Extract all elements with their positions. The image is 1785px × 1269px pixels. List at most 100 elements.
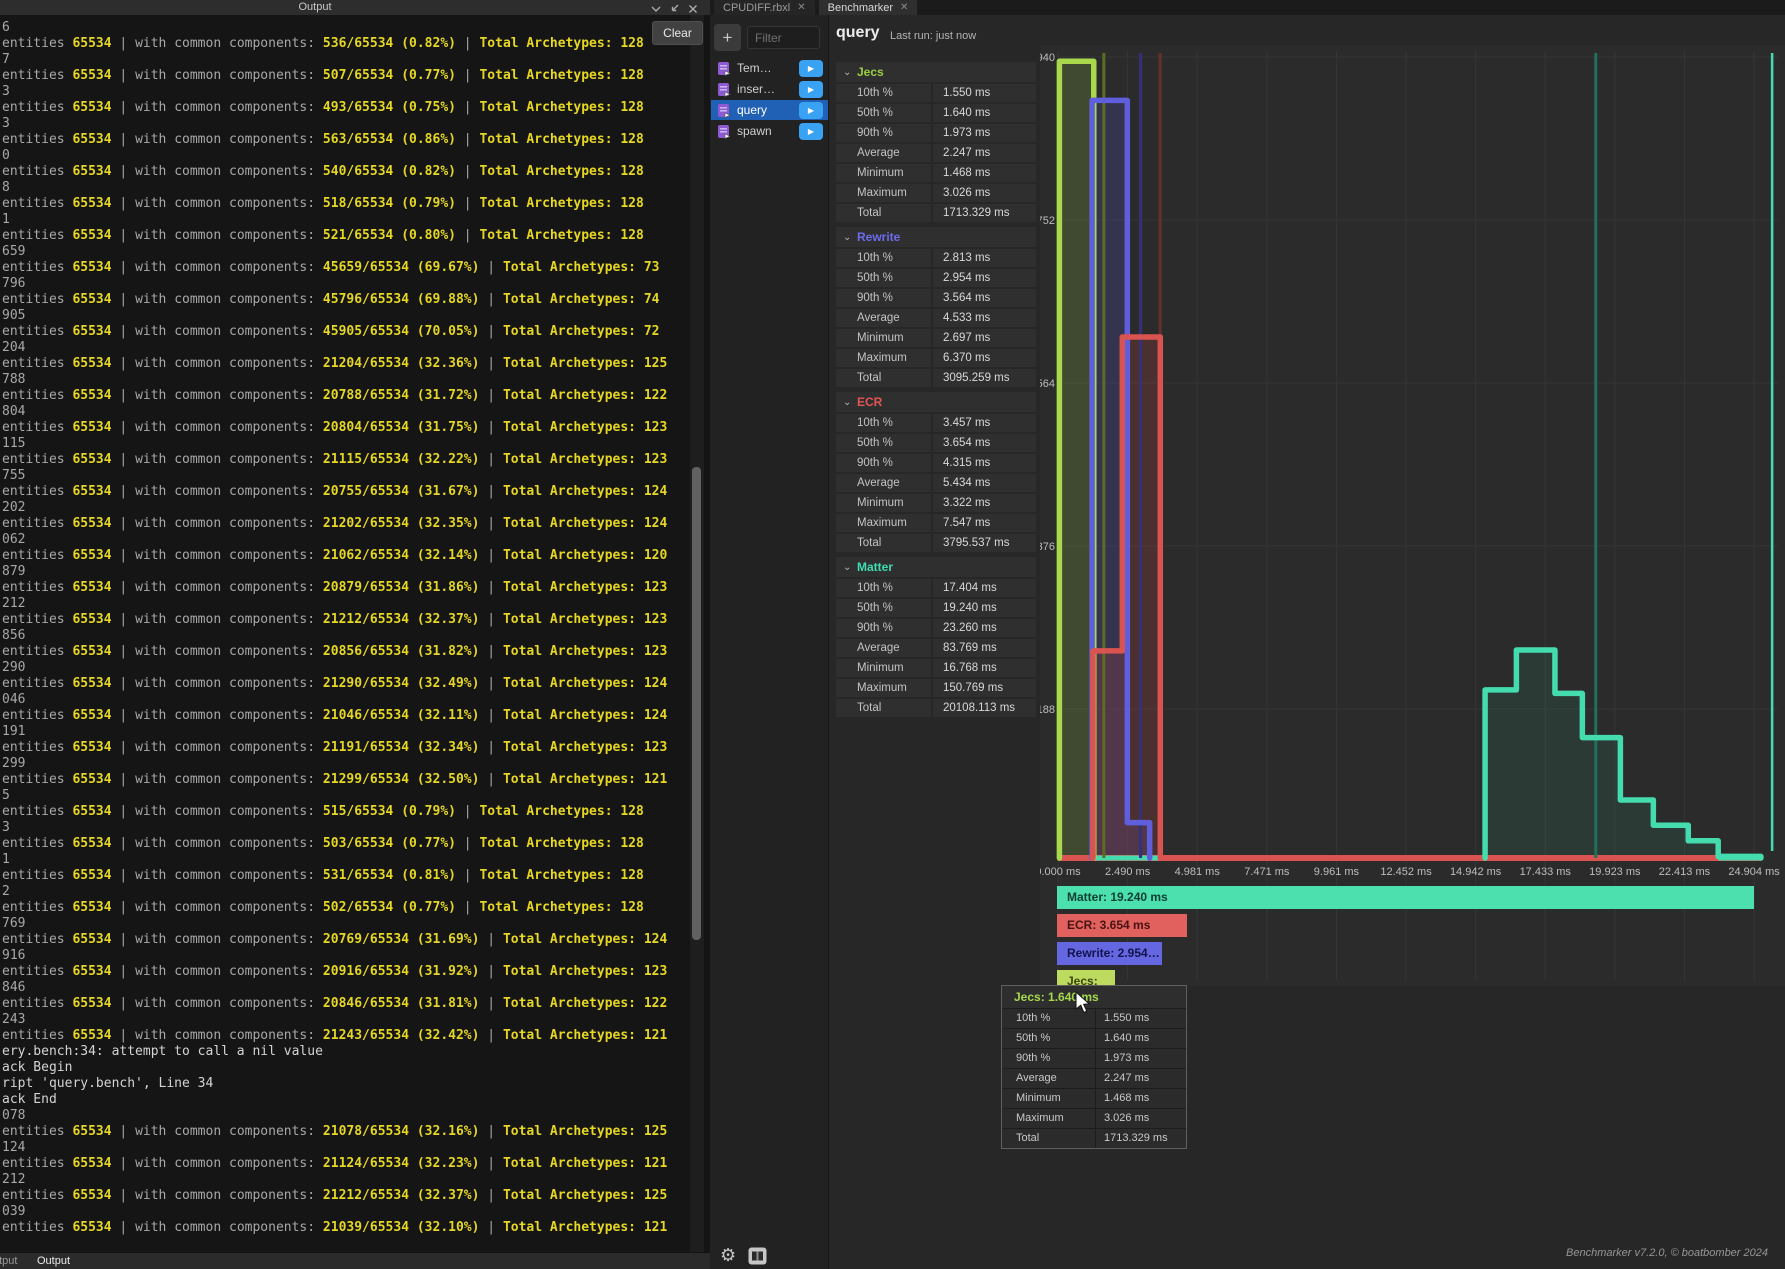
close-icon[interactable]: ✕	[900, 2, 909, 13]
script-icon	[717, 103, 731, 118]
output-scrollbar-thumb[interactable]	[692, 467, 701, 940]
stat-row: Minimum 16.768 ms	[836, 659, 1036, 677]
log-line: entities 65534 | with common components:…	[2, 228, 644, 243]
x-axis-label: 19.923 ms	[1589, 866, 1641, 878]
log-line: 769	[2, 916, 26, 931]
stat-label: 50th %	[836, 104, 931, 122]
stat-value: 2.954 ms	[933, 269, 1036, 287]
bench-item-tem[interactable]: Tem… ▶	[711, 58, 828, 78]
log-line: 3	[2, 820, 10, 835]
script-icon	[717, 61, 731, 76]
log-line: 124	[2, 1140, 26, 1155]
stats-section-name: Rewrite	[857, 230, 901, 244]
log-line: entities 65534 | with common components:…	[2, 676, 668, 691]
journal-icon[interactable]	[748, 1247, 767, 1269]
legend-bar-matter[interactable]: Matter: 19.240 ms	[1057, 886, 1754, 909]
log-line: entities 65534 | with common components:…	[2, 484, 668, 499]
stat-row: 50th % 1.640 ms	[836, 104, 1036, 122]
filter-input[interactable]	[747, 26, 820, 49]
output-bottom-tab-partial[interactable]: utput	[0, 1255, 18, 1267]
legend-bar-rewrite[interactable]: Rewrite: 2.954…	[1057, 942, 1162, 965]
stat-row: Maximum 6.370 ms	[836, 349, 1036, 367]
stat-value: 2.247 ms	[933, 144, 1036, 162]
log-line: 202	[2, 500, 26, 515]
log-line: 796	[2, 276, 26, 291]
log-line: entities 65534 | with common components:…	[2, 356, 668, 371]
stat-value: 1.550 ms	[933, 84, 1036, 102]
log-line: ack End	[2, 1092, 57, 1107]
log-line: entities 65534 | with common components:…	[2, 1188, 668, 1203]
bench-item-inser[interactable]: inser… ▶	[711, 79, 828, 99]
log-line: 7	[2, 52, 10, 67]
bench-item-spawn[interactable]: spawn ▶	[711, 121, 828, 141]
x-axis-label: 4.981 ms	[1175, 866, 1221, 878]
x-axis-label: 14.942 ms	[1450, 866, 1502, 878]
stat-row: 10th % 2.813 ms	[836, 249, 1036, 267]
stat-row: Average 83.769 ms	[836, 639, 1036, 657]
stat-row: Maximum 150.769 ms	[836, 679, 1036, 697]
log-line: entities 65534 | with common components:…	[2, 836, 644, 851]
benchmark-list-panel	[710, 15, 829, 1269]
stat-value: 4.315 ms	[933, 454, 1036, 472]
log-line: 905	[2, 308, 26, 323]
log-line: 212	[2, 1172, 26, 1187]
log-line: 039	[2, 1204, 26, 1219]
histogram-matter	[1482, 647, 1764, 861]
log-line: entities 65534 | with common components:…	[2, 324, 660, 339]
stat-label: 90th %	[836, 619, 931, 637]
clear-button[interactable]: Clear	[652, 21, 703, 45]
dock-icon[interactable]	[668, 2, 682, 14]
stat-value: 19.240 ms	[933, 599, 1036, 617]
log-line: entities 65534 | with common components:…	[2, 420, 668, 435]
run-benchmark-button[interactable]: ▶	[799, 80, 823, 98]
log-line: entities 65534 | with common components:…	[2, 164, 644, 179]
stat-row: Total 3795.537 ms	[836, 534, 1036, 552]
stat-row: 90th % 23.260 ms	[836, 619, 1036, 637]
benchmark-title: query	[836, 24, 880, 41]
stats-section-header[interactable]: ⌄ Jecs	[836, 62, 1036, 82]
log-line: ery.bench:34: attempt to call a nil valu…	[2, 1044, 323, 1059]
tooltip-title: Jecs: 1.640 ms	[1002, 986, 1186, 1008]
add-benchmark-button[interactable]: +	[714, 24, 741, 51]
document-tabstrip: CPUDIFF.rbxl ✕ Benchmarker ✕	[710, 0, 1785, 15]
close-icon[interactable]	[687, 2, 701, 14]
x-axis-label: 0.000 ms	[1040, 866, 1081, 878]
output-bottom-tab[interactable]: Output	[37, 1255, 71, 1267]
run-benchmark-button[interactable]: ▶	[799, 101, 823, 119]
y-axis-label: 564	[1040, 378, 1055, 390]
stat-label: 90th %	[836, 289, 931, 307]
log-line: entities 65534 | with common components:…	[2, 68, 644, 83]
log-line: entities 65534 | with common components:…	[2, 772, 668, 787]
stat-row: Minimum 2.697 ms	[836, 329, 1036, 347]
stats-section-header[interactable]: ⌄ Rewrite	[836, 227, 1036, 247]
log-line: 804	[2, 404, 26, 419]
stat-label: Minimum	[836, 659, 931, 677]
run-benchmark-button[interactable]: ▶	[799, 59, 823, 77]
chevron-down-icon[interactable]	[650, 2, 664, 14]
stat-row: 90th % 4.315 ms	[836, 454, 1036, 472]
stats-section-header[interactable]: ⌄ Matter	[836, 557, 1036, 577]
stats-section-header[interactable]: ⌄ ECR	[836, 392, 1036, 412]
tab-label: CPUDIFF.rbxl	[723, 1, 791, 14]
legend-bar-ecr[interactable]: ECR: 3.654 ms	[1057, 914, 1187, 937]
bench-item-query[interactable]: query ▶	[711, 100, 828, 120]
stat-value: 83.769 ms	[933, 639, 1036, 657]
version-credit: Benchmarker v7.2.0, © boatbomber 2024	[1566, 1247, 1768, 1259]
stat-label: 10th %	[836, 414, 931, 432]
stat-row: 10th % 1.550 ms	[836, 84, 1036, 102]
script-icon	[717, 124, 731, 139]
log-line: 115	[2, 436, 26, 451]
tab-cpudiff[interactable]: CPUDIFF.rbxl ✕	[714, 0, 815, 15]
gear-icon[interactable]: ⚙	[720, 1245, 737, 1265]
log-line: entities 65534 | with common components:…	[2, 516, 668, 531]
output-scrollbar[interactable]	[690, 15, 704, 1252]
log-line: entities 65534 | with common components:…	[2, 1220, 668, 1235]
log-line: entities 65534 | with common components:…	[2, 580, 668, 595]
stat-row: 90th % 1.973 ms	[836, 124, 1036, 142]
close-icon[interactable]: ✕	[797, 2, 806, 13]
log-line: entities 65534 | with common components:…	[2, 1124, 668, 1139]
tab-benchmarker[interactable]: Benchmarker ✕	[818, 0, 918, 15]
run-benchmark-button[interactable]: ▶	[799, 122, 823, 140]
stat-value: 2.697 ms	[933, 329, 1036, 347]
output-title: Output	[298, 1, 332, 13]
